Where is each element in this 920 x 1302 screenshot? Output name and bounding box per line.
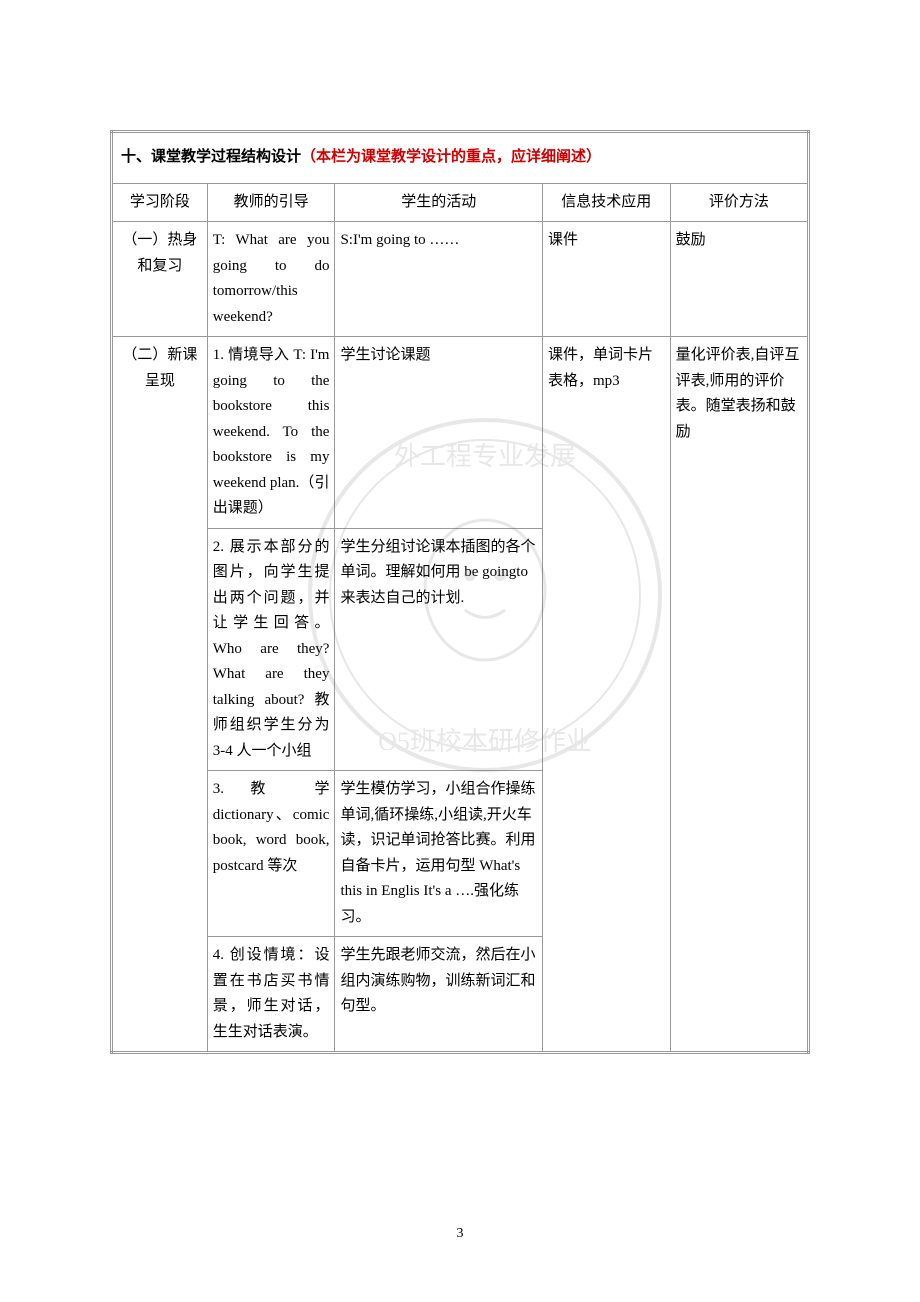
header-eval: 评价方法: [670, 183, 808, 222]
student-2-3: 学生模仿学习，小组合作操练单词,循环操练,小组读,开火车读，识记单词抢答比赛。利…: [335, 771, 543, 937]
eval-2: 量化评价表,自评互评表,师用的评价表。随堂表扬和鼓励: [670, 337, 808, 1053]
document-page: 外工程专业发展 O5班校本研修作业 十、课堂教学过程结构设计（本栏为课堂教学设计…: [0, 0, 920, 1302]
stage-2: （二）新课呈现: [112, 337, 208, 1053]
header-stage: 学习阶段: [112, 183, 208, 222]
section-number: 十、: [121, 149, 151, 165]
lesson-table: 十、课堂教学过程结构设计（本栏为课堂教学设计的重点，应详细阐述） 学习阶段 教师…: [110, 130, 810, 1054]
section-title-cell: 十、课堂教学过程结构设计（本栏为课堂教学设计的重点，应详细阐述）: [112, 132, 809, 184]
teacher-2-2: 2. 展示本部分的图片，向学生提出两个问题，并让学生回答。 Who are th…: [207, 528, 335, 771]
section-title-note: （本栏为课堂教学设计的重点，应详细阐述）: [301, 149, 601, 165]
header-row: 学习阶段 教师的引导 学生的活动 信息技术应用 评价方法: [112, 183, 809, 222]
teacher-1: T: What are you going to do tomorrow/thi…: [207, 222, 335, 337]
row-warmup: （一）热身和复习 T: What are you going to do tom…: [112, 222, 809, 337]
page-number: 3: [0, 1226, 920, 1242]
student-2-2: 学生分组讨论课本插图的各个单词。理解如何用 be goingto 来表达自己的计…: [335, 528, 543, 771]
header-teacher: 教师的引导: [207, 183, 335, 222]
teacher-2-3: 3. 教 学dictionary、comic book, word book, …: [207, 771, 335, 937]
tech-2: 课件，单词卡片表格，mp3: [542, 337, 670, 1053]
student-2-4: 学生先跟老师交流，然后在小组内演练购物，训练新词汇和句型。: [335, 937, 543, 1053]
stage-1: （一）热身和复习: [112, 222, 208, 337]
tech-1: 课件: [542, 222, 670, 337]
row-newlesson-1: （二）新课呈现 1. 情境导入 T: I'm going to the book…: [112, 337, 809, 529]
student-1: S:I'm going to ……: [335, 222, 543, 337]
section-title-text: 课堂教学过程结构设计: [151, 149, 301, 165]
teacher-2-4: 4. 创设情境：设置在书店买书情景，师生对话，生生对话表演。: [207, 937, 335, 1053]
header-tech: 信息技术应用: [542, 183, 670, 222]
student-2-1: 学生讨论课题: [335, 337, 543, 529]
header-student: 学生的活动: [335, 183, 543, 222]
eval-1: 鼓励: [670, 222, 808, 337]
teacher-2-1: 1. 情境导入 T: I'm going to the bookstore th…: [207, 337, 335, 529]
